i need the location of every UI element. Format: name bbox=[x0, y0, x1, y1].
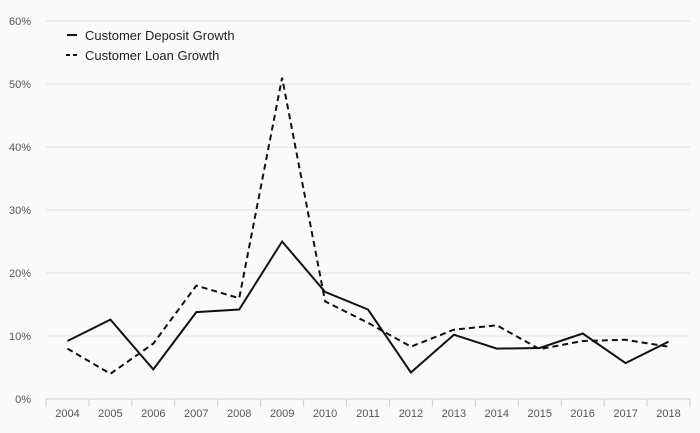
x-tick-label: 2005 bbox=[98, 408, 122, 420]
legend: Customer Deposit Growth Customer Loan Gr… bbox=[66, 28, 235, 63]
series-line-deposit bbox=[67, 239, 669, 374]
x-tick-label: 2016 bbox=[570, 408, 594, 420]
legend-label-deposit: Customer Deposit Growth bbox=[85, 28, 235, 43]
y-tick-label: 0% bbox=[15, 394, 31, 406]
series-line-loan bbox=[66, 77, 669, 375]
gridlines bbox=[46, 20, 690, 337]
y-tick-label: 30% bbox=[9, 205, 31, 217]
y-tick-label: 50% bbox=[9, 79, 31, 91]
x-tick-label: 2007 bbox=[184, 408, 208, 420]
x-tick-label: 2009 bbox=[270, 408, 294, 420]
x-tick-label: 2015 bbox=[527, 408, 551, 420]
x-axis-tick-labels: 2004 2005 2006 2007 2008 2009 2010 2011 2012 2013… bbox=[55, 408, 681, 420]
y-tick-label: 20% bbox=[9, 268, 31, 280]
y-axis-tick-labels: 0% 10% 20% 30% 40% 50% 60% bbox=[9, 16, 31, 406]
x-tick-label: 2018 bbox=[656, 408, 680, 420]
x-tick-label: 2014 bbox=[485, 408, 509, 420]
x-axis bbox=[45, 398, 691, 407]
x-tick-label: 2017 bbox=[613, 408, 637, 420]
x-tick-label: 2013 bbox=[442, 408, 466, 420]
y-tick-label: 60% bbox=[9, 16, 31, 28]
y-tick-label: 40% bbox=[9, 142, 31, 154]
y-tick-label: 10% bbox=[9, 331, 31, 343]
series-lines bbox=[66, 77, 669, 375]
x-tick-label: 2011 bbox=[356, 408, 380, 420]
x-tick-label: 2008 bbox=[227, 408, 251, 420]
x-tick-label: 2004 bbox=[55, 408, 79, 420]
x-tick-label: 2010 bbox=[313, 408, 337, 420]
x-tick-label: 2006 bbox=[141, 408, 165, 420]
x-tick-label: 2012 bbox=[399, 408, 423, 420]
legend-label-loan: Customer Loan Growth bbox=[85, 48, 219, 63]
